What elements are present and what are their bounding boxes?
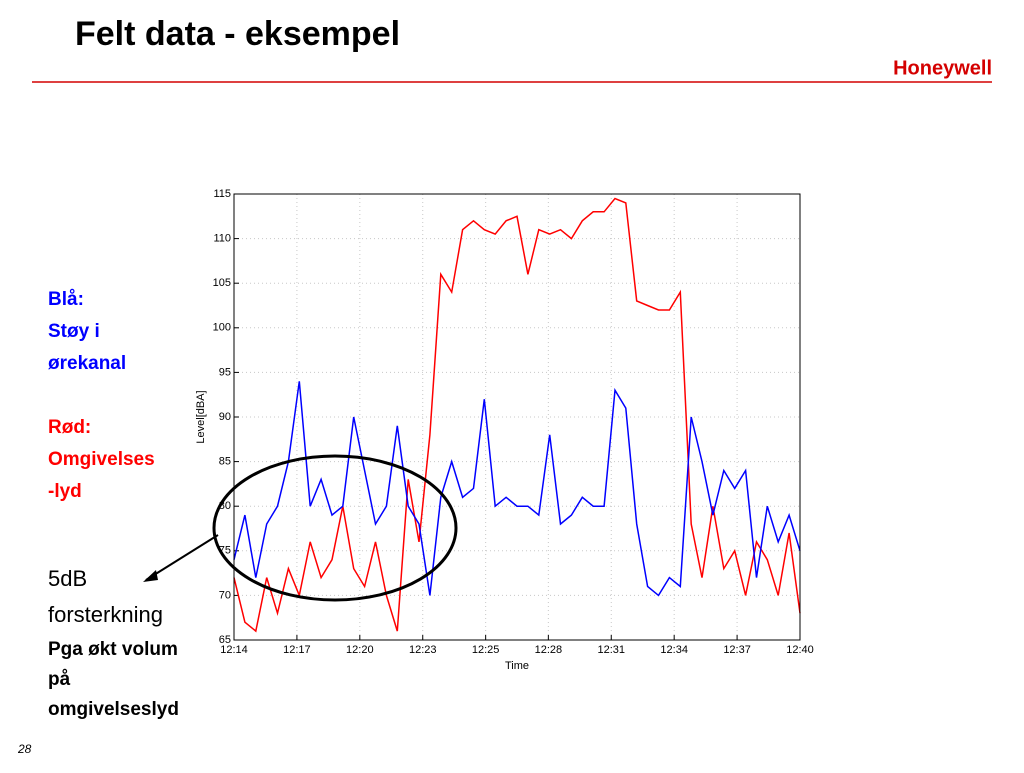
gain-note: 5dB xyxy=(48,566,87,591)
x-tick-label: 12:25 xyxy=(472,644,500,656)
y-tick-label: 105 xyxy=(213,277,231,289)
y-tick-label: 110 xyxy=(213,233,231,245)
red-note: Rød: xyxy=(48,417,91,438)
highlight-ellipse xyxy=(212,454,458,602)
logo: Honeywell xyxy=(893,57,992,79)
x-tick-label: 12:20 xyxy=(346,644,374,656)
slide-title: Felt data - eksempel xyxy=(75,15,400,53)
arrow-head xyxy=(143,570,158,582)
y-tick-label: 95 xyxy=(219,366,231,378)
y-tick-label: 100 xyxy=(213,322,231,334)
x-tick-label: 12:37 xyxy=(723,644,751,656)
x-tick-label: 12:31 xyxy=(597,644,625,656)
blue-note: ørekanal xyxy=(48,353,126,374)
page-number: 28 xyxy=(17,742,32,756)
gain-note: forsterkning xyxy=(48,602,163,627)
y-tick-label: 70 xyxy=(219,589,231,601)
reason-note: Pga økt volum xyxy=(48,639,178,660)
x-tick-label: 12:14 xyxy=(220,644,248,656)
y-tick-label: 115 xyxy=(213,188,231,200)
y-tick-label: 85 xyxy=(219,456,231,468)
x-tick-label: 12:34 xyxy=(660,644,688,656)
x-axis-label: Time xyxy=(505,660,529,672)
x-tick-label: 12:40 xyxy=(786,644,814,656)
blue-note: Blå: xyxy=(48,289,84,310)
x-tick-label: 12:23 xyxy=(409,644,437,656)
y-tick-label: 65 xyxy=(219,634,231,646)
arrow xyxy=(145,534,219,581)
series-line xyxy=(233,381,801,597)
red-note: Omgivelses xyxy=(48,449,155,470)
y-tick-label: 90 xyxy=(219,411,231,423)
reason-note: på xyxy=(48,669,71,690)
plot-frame xyxy=(233,193,801,641)
x-tick-label: 12:17 xyxy=(283,644,311,656)
red-note: -lyd xyxy=(48,481,82,502)
series-line xyxy=(233,197,801,633)
blue-note: Støy i xyxy=(48,321,100,342)
y-axis-label: Level[dBA] xyxy=(195,390,207,443)
x-tick-label: 12:28 xyxy=(535,644,563,656)
reason-note: omgivelseslyd xyxy=(48,699,179,720)
